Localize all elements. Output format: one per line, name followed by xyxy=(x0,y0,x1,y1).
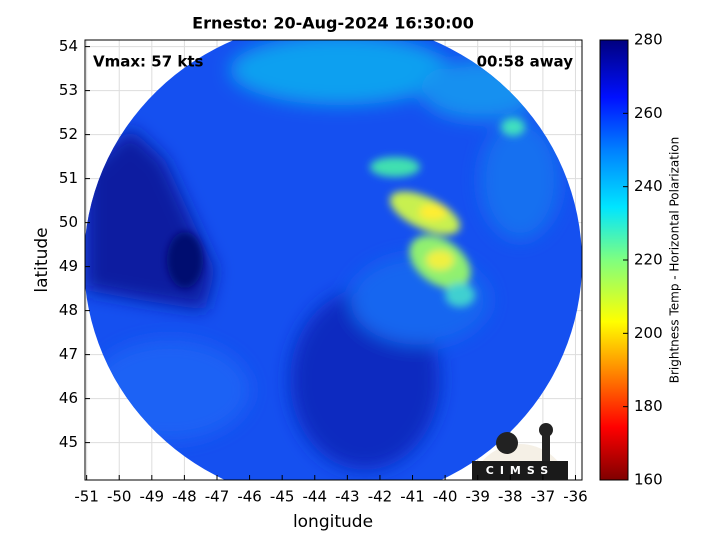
y-tick-label: 47 xyxy=(59,345,78,363)
colorbar-tick-label: 180 xyxy=(634,397,663,415)
x-tick-label: -45 xyxy=(270,488,295,506)
x-tick-label: -49 xyxy=(140,488,165,506)
x-tick-label: -40 xyxy=(433,488,458,506)
x-axis-label: longitude xyxy=(293,512,373,532)
x-tick-label: -51 xyxy=(74,488,99,506)
x-tick-label: -46 xyxy=(237,488,262,506)
y-tick-label: 49 xyxy=(59,257,78,275)
y-tick-label: 53 xyxy=(59,81,78,99)
x-tick-label: -39 xyxy=(465,488,490,506)
y-tick-label: 46 xyxy=(59,389,78,407)
colorbar-tick-label: 200 xyxy=(634,324,663,342)
x-tick-label: -36 xyxy=(563,488,588,506)
x-tick-label: -43 xyxy=(335,488,360,506)
x-tick-label: -48 xyxy=(172,488,197,506)
x-tick-label: -42 xyxy=(368,488,393,506)
colorbar-tick-label: 220 xyxy=(634,251,663,269)
x-tick-label: -41 xyxy=(400,488,425,506)
x-tick-label: -50 xyxy=(107,488,132,506)
colorbar-label: Brightness Temp - Horizontal Polarizatio… xyxy=(668,137,682,384)
annotation: 00:58 away xyxy=(477,53,574,71)
colorbar-tick-label: 160 xyxy=(634,471,663,489)
satellite-image xyxy=(85,40,582,480)
x-tick-label: -47 xyxy=(205,488,230,506)
logo-text: CIMSS xyxy=(486,464,554,477)
colorbar-tick-label: 260 xyxy=(634,104,663,122)
x-tick-label: -38 xyxy=(498,488,523,506)
y-tick-label: 51 xyxy=(59,169,78,187)
x-tick-label: -44 xyxy=(303,488,328,506)
y-tick-label: 52 xyxy=(59,125,78,143)
annotation: Vmax: 57 kts xyxy=(93,53,203,71)
x-tick-label: -37 xyxy=(531,488,556,506)
plot-frame xyxy=(84,39,583,481)
y-tick-label: 50 xyxy=(59,213,78,231)
colorbar-tick-label: 280 xyxy=(634,31,663,49)
y-tick-label: 48 xyxy=(59,301,78,319)
chart-title: Ernesto: 20-Aug-2024 16:30:00 xyxy=(192,14,474,33)
colorbar-tick-label: 240 xyxy=(634,177,663,195)
y-tick-label: 54 xyxy=(59,37,78,55)
y-tick-label: 45 xyxy=(59,433,78,451)
logo: CIMSS xyxy=(472,423,568,480)
y-axis-label: latitude xyxy=(32,227,52,292)
